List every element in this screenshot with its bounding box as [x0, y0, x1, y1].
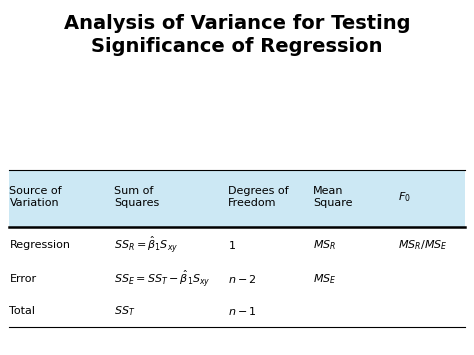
Text: $SS_T$: $SS_T$ [114, 304, 135, 317]
Text: $MS_E$: $MS_E$ [313, 272, 337, 285]
Text: Mean
Square: Mean Square [313, 186, 352, 208]
Text: $SS_E = SS_T - \hat{\beta}_1 S_{xy}$: $SS_E = SS_T - \hat{\beta}_1 S_{xy}$ [114, 268, 210, 289]
Text: $SS_R = \hat{\beta}_1 S_{xy}$: $SS_R = \hat{\beta}_1 S_{xy}$ [114, 235, 178, 255]
Text: $MS_R/MS_E$: $MS_R/MS_E$ [398, 238, 448, 252]
Text: $MS_R$: $MS_R$ [313, 238, 336, 252]
Text: Error: Error [9, 274, 36, 284]
Text: Total: Total [9, 306, 36, 316]
Text: $n - 2$: $n - 2$ [228, 273, 256, 285]
Text: $F_0$: $F_0$ [398, 190, 411, 204]
Text: Source of
Variation: Source of Variation [9, 186, 62, 208]
Text: Analysis of Variance for Testing
Significance of Regression: Analysis of Variance for Testing Signifi… [64, 14, 410, 56]
Text: $n - 1$: $n - 1$ [228, 305, 256, 317]
Text: $1$: $1$ [228, 239, 236, 251]
FancyBboxPatch shape [9, 170, 465, 227]
Text: Sum of
Squares: Sum of Squares [114, 186, 159, 208]
Text: Regression: Regression [9, 240, 71, 250]
Text: Degrees of
Freedom: Degrees of Freedom [228, 186, 288, 208]
